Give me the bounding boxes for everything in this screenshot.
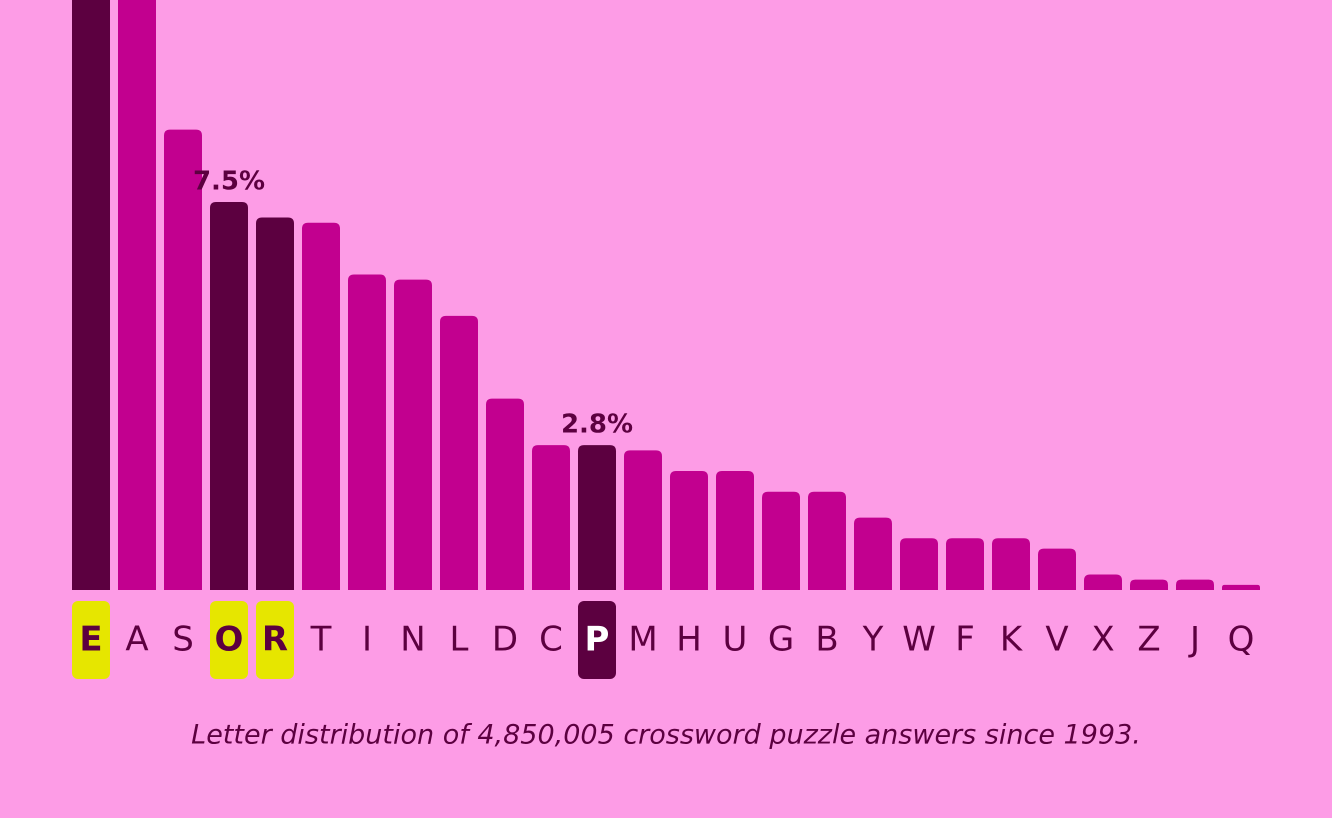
bar xyxy=(302,222,340,591)
x-tick-label: X xyxy=(1091,620,1114,660)
label-highlight xyxy=(210,601,248,679)
label-highlight xyxy=(578,601,616,679)
x-tick-label: K xyxy=(1000,620,1024,660)
x-tick-label: T xyxy=(310,620,332,660)
x-tick-label: F xyxy=(955,620,975,660)
x-tick-label: Y xyxy=(862,620,884,660)
bar xyxy=(1130,579,1168,590)
x-tick-label: W xyxy=(902,620,936,660)
x-tick-label: S xyxy=(172,620,194,660)
x-tick-label: G xyxy=(768,620,794,660)
x-tick-label: A xyxy=(125,620,148,660)
label-highlight xyxy=(72,601,110,679)
x-tick-label: M xyxy=(628,620,657,660)
bar xyxy=(946,538,984,590)
value-label: 2.8% xyxy=(561,410,633,440)
x-tick-label: V xyxy=(1045,620,1068,660)
value-label: 7.5% xyxy=(193,167,265,197)
bar xyxy=(808,491,846,590)
x-tick-label: O xyxy=(215,620,244,660)
x-tick-label: B xyxy=(815,620,838,660)
bar xyxy=(348,274,386,590)
bar xyxy=(486,398,524,590)
x-tick-label: C xyxy=(539,620,563,660)
bar xyxy=(394,279,432,590)
bar xyxy=(624,450,662,590)
x-tick-label: H xyxy=(676,620,702,660)
bar xyxy=(1176,579,1214,590)
bar xyxy=(670,471,708,590)
bar xyxy=(762,491,800,590)
bar xyxy=(72,0,110,590)
bar xyxy=(440,315,478,590)
x-tick-label: R xyxy=(262,620,288,660)
bar xyxy=(716,471,754,590)
bar xyxy=(1222,584,1260,590)
bar xyxy=(900,538,938,590)
bar xyxy=(164,129,202,590)
label-highlight xyxy=(256,601,294,679)
bar xyxy=(1038,548,1076,590)
bar xyxy=(532,445,570,590)
x-tick-label: Q xyxy=(1228,620,1255,660)
x-tick-label: L xyxy=(450,620,469,660)
x-tick-label: U xyxy=(723,620,748,660)
x-tick-label: E xyxy=(79,620,102,660)
x-tick-label: J xyxy=(1188,620,1200,660)
x-tick-label: P xyxy=(585,620,610,660)
bar xyxy=(118,0,156,590)
bar xyxy=(210,202,248,590)
x-tick-label: I xyxy=(362,620,372,660)
x-tick-label: Z xyxy=(1137,620,1160,660)
bar xyxy=(1084,574,1122,590)
x-tick-label: D xyxy=(492,620,518,660)
caption: Letter distribution of 4,850,005 crosswo… xyxy=(191,720,1141,751)
x-tick-label: N xyxy=(400,620,425,660)
bar xyxy=(992,538,1030,590)
bar xyxy=(256,217,294,590)
bar xyxy=(578,445,616,590)
bar xyxy=(854,517,892,590)
